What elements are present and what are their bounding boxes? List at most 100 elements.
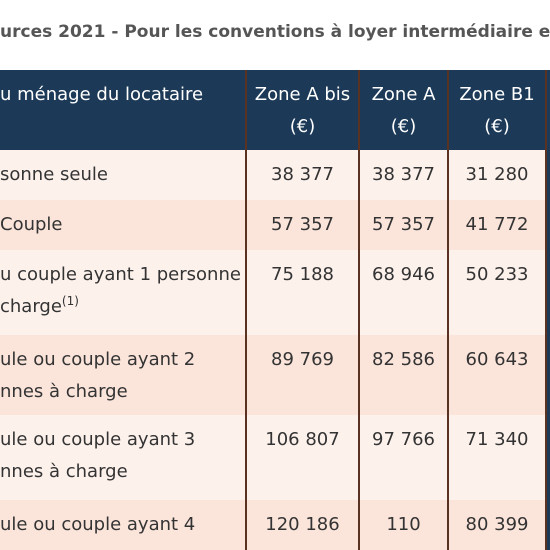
table-cell: ule ou couple ayant 3 nnes à charge [0, 415, 245, 500]
cell-text: 106 807 [247, 424, 358, 456]
text: nnes à charge [0, 381, 128, 402]
table-cell: 57 357 [245, 200, 358, 250]
text: 57 357 [271, 214, 334, 235]
text: 89 769 [271, 349, 334, 370]
text: u ménage du locataire [0, 84, 204, 105]
text: 57 357 [372, 214, 435, 235]
text: (€) [390, 116, 417, 137]
text: nnes à charge [0, 461, 128, 482]
text: 60 643 [465, 349, 529, 370]
text: 50 233 [465, 264, 529, 285]
table-cell: 41 772 [447, 200, 545, 250]
cell-text: 41 772 [449, 209, 545, 241]
table-cell: 50 233 [447, 250, 545, 335]
text: ule ou couple ayant 2 [0, 349, 196, 370]
header-cell: Zone B1 (€) [447, 70, 545, 150]
cell-text: 80 399 [449, 509, 545, 541]
cell-text: 38 377 [360, 159, 447, 191]
cell-text: 82 586 [360, 344, 447, 376]
table-cell: 31 280 [447, 150, 545, 200]
text: (€) [484, 116, 510, 137]
table-cell [545, 250, 550, 335]
cell-text: (€) [247, 111, 358, 143]
text: 80 399 [465, 514, 529, 535]
cell-text: u couple ayant 1 personne [0, 259, 245, 291]
page-title: urces 2021 - Pour les conventions à loye… [0, 22, 550, 42]
text: 97 766 [372, 429, 435, 450]
table-cell [545, 200, 550, 250]
table-cell: sonne seule [0, 150, 245, 200]
cell-text: 38 377 [247, 159, 358, 191]
text: ule ou couple ayant 3 [0, 429, 196, 450]
text: 82 586 [372, 349, 435, 370]
table-cell [545, 500, 550, 550]
cell-text: 57 357 [360, 209, 447, 241]
table-cell: 80 399 [447, 500, 545, 550]
table-cell: 71 340 [447, 415, 545, 500]
table-cell [545, 415, 550, 500]
table-cell [545, 150, 550, 200]
text: 120 186 [265, 514, 340, 535]
table-cell: ule ou couple ayant 4 [0, 500, 245, 550]
text: 71 340 [465, 429, 529, 450]
cell-text: nnes à charge [0, 456, 245, 488]
table-cell: 38 377 [245, 150, 358, 200]
table-cell: u couple ayant 1 personne charge(1) [0, 250, 245, 335]
text: u couple ayant 1 personne [0, 264, 241, 285]
cell-text: 97 766 [360, 424, 447, 456]
cell-text: 60 643 [449, 344, 545, 376]
text: (€) [289, 116, 316, 137]
cell-text: 120 186 [247, 509, 358, 541]
cell-text: Zone B1 [449, 79, 545, 111]
table-cell [545, 335, 550, 415]
table-cell: 75 188 [245, 250, 358, 335]
header-cell: Zone A (€) [358, 70, 447, 150]
cell-text: ule ou couple ayant 3 [0, 424, 245, 456]
table-cell: 57 357 [358, 200, 447, 250]
header-cell: Zone A bis (€) [245, 70, 358, 150]
cell-text: charge(1) [0, 291, 245, 323]
text: charge [0, 296, 62, 317]
text: 106 807 [265, 429, 340, 450]
table-cell: 38 377 [358, 150, 447, 200]
cell-text: nnes à charge [0, 376, 245, 408]
footnote-mark: (1) [61, 294, 79, 308]
text: 110 [386, 514, 421, 535]
cell-text: 31 280 [449, 159, 545, 191]
table-cell: Couple [0, 200, 245, 250]
text: Zone A [371, 84, 436, 105]
cell-text: sonne seule [0, 159, 245, 191]
cell-text: 71 340 [449, 424, 545, 456]
text: Couple [0, 214, 63, 235]
header-cell: u ménage du locataire [0, 70, 245, 150]
text: sonne seule [0, 164, 108, 185]
cell-text: Couple [0, 209, 245, 241]
table-cell: 110 [358, 500, 447, 550]
cell-text: Zone A bis [247, 79, 358, 111]
table-cell: ule ou couple ayant 2 nnes à charge [0, 335, 245, 415]
table-cell: 97 766 [358, 415, 447, 500]
text: Zone A bis [254, 84, 351, 105]
text: 68 946 [372, 264, 435, 285]
cell-text: 89 769 [247, 344, 358, 376]
text: ule ou couple ayant 4 [0, 514, 196, 535]
cell-text: 68 946 [360, 259, 447, 291]
cell-text: 75 188 [247, 259, 358, 291]
text: 38 377 [372, 164, 435, 185]
text: Zone B1 [459, 84, 535, 105]
text: 31 280 [465, 164, 529, 185]
table-cell: 60 643 [447, 335, 545, 415]
table-cell: 82 586 [358, 335, 447, 415]
text: 41 772 [465, 214, 529, 235]
text: 75 188 [271, 264, 334, 285]
header-cell [545, 70, 550, 150]
cell-text: 110 [360, 509, 447, 541]
table-cell: 89 769 [245, 335, 358, 415]
cell-text: ule ou couple ayant 4 [0, 509, 245, 541]
cell-text: 57 357 [247, 209, 358, 241]
table-cell: 68 946 [358, 250, 447, 335]
cell-text: Zone A [360, 79, 447, 111]
table-cell: 106 807 [245, 415, 358, 500]
cell-text: ule ou couple ayant 2 [0, 344, 245, 376]
